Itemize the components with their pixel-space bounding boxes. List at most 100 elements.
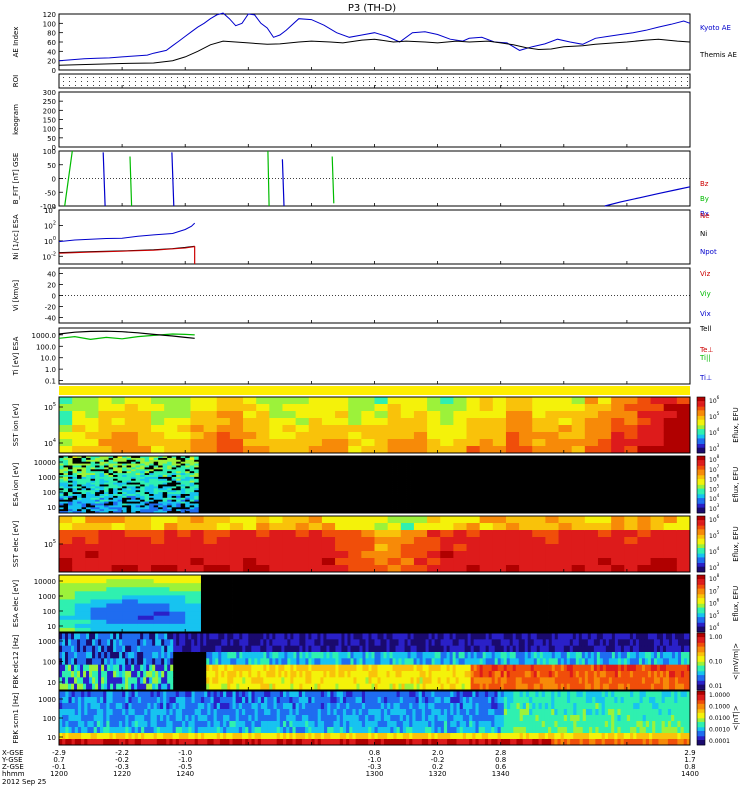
sst_i-cell [585,404,599,411]
roi-dot [123,85,124,86]
sst_i-cell [269,425,283,432]
roi-dot [219,77,220,78]
roi-dot [249,81,250,82]
sst_i-cell [664,418,678,425]
sst_i-cell [651,397,665,404]
roi-dot [291,77,292,78]
sst_i-cell [532,418,546,425]
roi-dot [75,85,76,86]
roi-dot [615,81,616,82]
sst_i-cell [637,411,651,418]
roi-dot [393,77,394,78]
roi-dot [225,85,226,86]
sst_i-cell [243,404,257,411]
sst_i-cell [125,418,139,425]
roi-dot [81,81,82,82]
roi-dot [69,77,70,78]
roi-dot [603,85,604,86]
roi-dot [177,85,178,86]
roi-dot [417,81,418,82]
roi-dot [171,85,172,86]
sst_i-cell [375,418,389,425]
sst_i-cell [519,425,533,432]
sst_i-cell [164,404,178,411]
sst_i-cell [624,439,638,446]
sst_i-cell [230,418,244,425]
roi-dot [333,81,334,82]
bfit-series-6 [332,157,334,204]
sst_i-cell [427,418,441,425]
sst_i-cell [125,425,139,432]
roi-dot [645,85,646,86]
sst_i-cell [585,411,599,418]
sst_i-cell [190,411,204,418]
roi-dot [645,81,646,82]
roi-dot [81,77,82,78]
roi-dot [669,81,670,82]
roi-dot [567,81,568,82]
sst_i-cell [309,439,323,446]
sst_i-cell [98,432,112,439]
sst_i-cell [256,397,270,404]
sst_i-cell [125,397,139,404]
roi-dot [543,77,544,78]
roi-dot [201,77,202,78]
sst_i-cell [151,418,165,425]
roi-dot [405,81,406,82]
sst_i-cell [506,418,520,425]
roi-dot [483,81,484,82]
sst_i-cell [59,425,73,432]
sst_i-cell [282,432,296,439]
sst_i-cell [151,446,165,453]
bfit-legend-0: Bz [700,180,709,188]
bfit-legend-1: By [700,195,709,203]
sst_i-cell [519,446,533,453]
sst_i-cell [598,446,612,453]
ae-ytick-label: 0 [52,67,56,75]
roi-dot [165,81,166,82]
roi-dot [633,81,634,82]
sst_i-cell [335,397,349,404]
sst_i-cell [335,411,349,418]
roi-dot [483,77,484,78]
ae-ylabel: AE Index [12,27,20,58]
ti-legend-2: Ti|| [699,354,711,362]
sst_i-cell [348,411,362,418]
roi-dot [159,77,160,78]
roi-dot [639,85,640,86]
sst_i-cell [361,411,375,418]
sst_i-cell [190,404,204,411]
sst_i-cell [296,397,310,404]
sst_i-cell [256,439,270,446]
sst_i-cell [467,446,481,453]
roi-dot [663,85,664,86]
sst_i-cell [453,404,467,411]
roi-dot [387,81,388,82]
roi-dot [147,85,148,86]
sst_i-cell [401,411,415,418]
roi-dot [375,85,376,86]
sst_i-cell [585,425,599,432]
sst_i-cell [427,439,441,446]
sst_i-cell [204,432,218,439]
roi-dot [255,77,256,78]
sst_i-cell [585,397,599,404]
roi-dot [597,81,598,82]
roi-dot [675,85,676,86]
roi-dot [381,81,382,82]
sst_i-cell [375,432,389,439]
sst_i-cell [388,439,402,446]
roi-dot [183,85,184,86]
roi-dot [363,81,364,82]
sst_i-cell [72,439,86,446]
roi-dot [627,81,628,82]
roi-dot [393,85,394,86]
roi-dot [621,77,622,78]
sst_i-cell [624,425,638,432]
roi-dot [291,81,292,82]
roi-dot [573,81,574,82]
roi-dot [183,81,184,82]
sst_i-cell [664,425,678,432]
sst_i-cell [269,411,283,418]
roi-dot [387,85,388,86]
